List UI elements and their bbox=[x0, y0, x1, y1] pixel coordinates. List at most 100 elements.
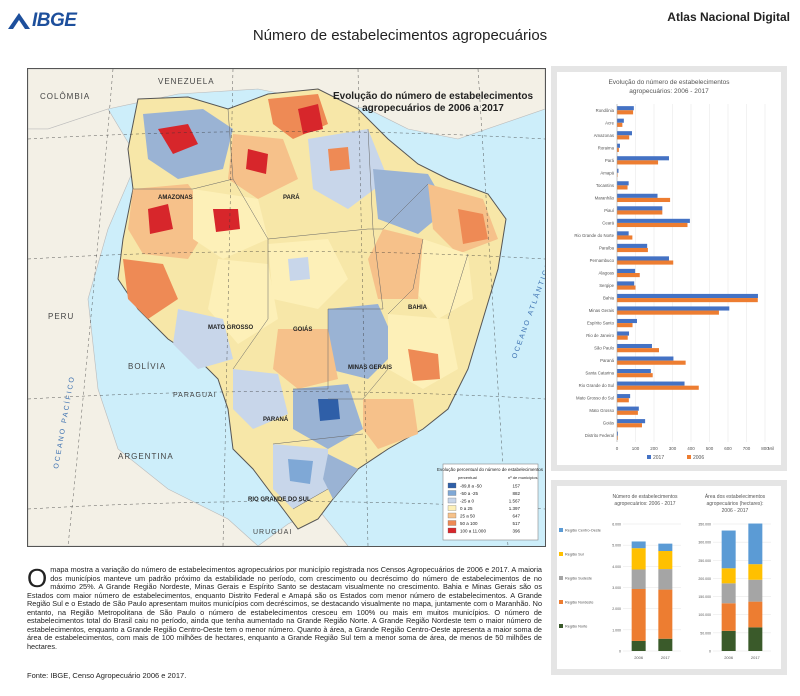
y-tick-label: 100.000 bbox=[698, 613, 711, 617]
bar-2017 bbox=[617, 406, 639, 411]
legend-swatch bbox=[447, 512, 457, 519]
page-title: Número de estabelecimentos agropecuários bbox=[252, 27, 548, 44]
legend-label: 2017 bbox=[653, 455, 664, 461]
state-label: PARÁ bbox=[283, 194, 300, 201]
bar-2006 bbox=[617, 210, 663, 215]
bar-2006 bbox=[617, 235, 633, 240]
stack-segment bbox=[748, 601, 763, 628]
country-label: COLÔMBIA bbox=[40, 92, 90, 101]
state-borders bbox=[133, 108, 469, 510]
dropcap: O bbox=[27, 563, 48, 593]
stack-segment bbox=[721, 568, 736, 584]
bar-2006 bbox=[617, 360, 686, 365]
legend-count: 647 bbox=[512, 514, 520, 519]
stack-segment bbox=[658, 551, 673, 570]
x-tick-label: 2017 bbox=[661, 655, 671, 660]
chart-title: Evolução do número de estabelecimentos bbox=[608, 79, 730, 86]
legend-count: 517 bbox=[512, 521, 520, 526]
source-note: Fonte: IBGE, Censo Agropecuário 2006 e 2… bbox=[27, 671, 187, 680]
x-tick-label: 800 bbox=[761, 446, 769, 451]
category-label: Rondônia bbox=[596, 108, 615, 113]
bar-2017 bbox=[617, 381, 685, 386]
state-label: BAHIA bbox=[408, 305, 428, 311]
x-tick-label: 2006 bbox=[634, 655, 644, 660]
bar-2017 bbox=[617, 343, 652, 349]
country-label: PARAGUAI bbox=[173, 392, 217, 399]
y-tick-label: 250.000 bbox=[698, 559, 711, 563]
category-label: Bahia bbox=[603, 296, 615, 301]
legend-swatch bbox=[447, 505, 457, 511]
category-label: Tocantins bbox=[596, 183, 614, 188]
legend-swatch bbox=[559, 552, 563, 556]
bar-2017 bbox=[617, 256, 669, 261]
stack-segment bbox=[658, 543, 673, 552]
category-label: Piauí bbox=[604, 208, 615, 213]
bar-2017 bbox=[617, 168, 619, 173]
legend-class-label: 100 a 11.000 bbox=[460, 529, 486, 534]
legend-count: 1.397 bbox=[509, 506, 521, 511]
y-tick-label: 3.000 bbox=[612, 586, 621, 590]
bar-2006 bbox=[617, 172, 618, 177]
map-inset-title: agropecuários de 2006 a 2017 bbox=[362, 103, 504, 114]
bar-2006 bbox=[617, 260, 674, 265]
stack-segment bbox=[721, 603, 736, 631]
regions-stacked-charts: Região Centro-Oeste Região Sul Região Sude… bbox=[559, 493, 771, 660]
country-label: URUGUAI bbox=[253, 529, 292, 536]
category-label: Rio Grande do Norte bbox=[574, 233, 614, 238]
stack-segment bbox=[748, 564, 763, 580]
category-label: Mato Grosso bbox=[589, 408, 614, 413]
country-label: ARGENTINA bbox=[118, 452, 174, 461]
category-label: Pará bbox=[605, 158, 615, 163]
brazil-map[interactable]: COLÔMBIA VENEZUELA PERU BOLÍVIA PARAGUAI… bbox=[28, 69, 545, 546]
category-label: Distrito Federal bbox=[585, 433, 614, 438]
legend-class-label: 0 a 25 bbox=[460, 506, 473, 511]
category-label: Ceará bbox=[602, 220, 614, 225]
legend-title: Evolução percentual do número de estabel… bbox=[437, 467, 544, 472]
country-label: PERU bbox=[48, 312, 74, 321]
bar-2017 bbox=[617, 218, 690, 223]
atlas-title: Atlas Nacional Digital bbox=[667, 10, 790, 24]
bar-2017 bbox=[617, 281, 635, 286]
bar-2017 bbox=[617, 193, 658, 198]
x-tick-label: 100 bbox=[632, 446, 640, 451]
stack-segment bbox=[748, 523, 763, 565]
y-tick-label: 2.000 bbox=[612, 607, 621, 611]
map-panel[interactable]: COLÔMBIA VENEZUELA PERU BOLÍVIA PARAGUAI… bbox=[27, 68, 546, 547]
legend-swatch bbox=[559, 576, 563, 580]
category-label: Rio Grande do Sul bbox=[579, 383, 614, 388]
bar-2006 bbox=[617, 435, 618, 440]
logo-text: IBGE bbox=[32, 10, 77, 31]
category-label: Rio de Janeiro bbox=[586, 333, 614, 338]
category-label: Acre bbox=[605, 120, 614, 125]
stack-segment bbox=[631, 548, 646, 570]
bar-2006 bbox=[617, 398, 629, 403]
legend-col-count: nº de municípios bbox=[508, 475, 537, 480]
legend-class-label: -50 a -25 bbox=[460, 491, 479, 496]
x-tick-label: 2006 bbox=[724, 655, 734, 660]
category-label: Maranhão bbox=[595, 195, 615, 200]
state-label: GOIÁS bbox=[293, 326, 312, 333]
bar-2006 bbox=[617, 373, 653, 378]
bar-2006 bbox=[617, 410, 638, 415]
regions-chart-panel: Região Centro-Oeste Região Sul Região Sude… bbox=[551, 480, 787, 675]
x-tick-label: 200 bbox=[650, 446, 658, 451]
bar-2017 bbox=[617, 118, 624, 123]
bar-2017 bbox=[617, 106, 634, 111]
category-label: Pernambuco bbox=[590, 258, 615, 263]
bar-2006 bbox=[617, 185, 628, 190]
bar-2017 bbox=[617, 331, 630, 336]
bar-2017 bbox=[617, 231, 629, 236]
bar-2017 bbox=[617, 306, 730, 311]
bar-2006 bbox=[617, 197, 671, 203]
y-tick-label: 350.000 bbox=[698, 523, 711, 527]
legend-swatch bbox=[647, 455, 651, 459]
category-label: Roraima bbox=[598, 145, 615, 150]
x-tick-label: 300 bbox=[669, 446, 677, 451]
bar-2017 bbox=[617, 156, 669, 161]
y-tick-label: 6.000 bbox=[612, 523, 621, 527]
category-label: Sergipe bbox=[599, 283, 614, 288]
legend-count: 882 bbox=[512, 491, 520, 496]
stack-segment bbox=[748, 627, 763, 651]
bar-2006 bbox=[617, 222, 688, 228]
